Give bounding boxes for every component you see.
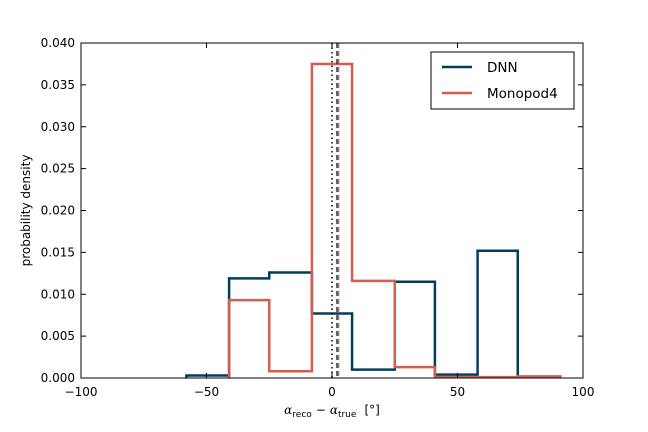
- x-tick-label: −100: [65, 385, 98, 399]
- y-axis-ticks: 0.000 0.005 0.010 0.015 0.020 0.025 0.030 0.035…: [41, 36, 583, 385]
- y-axis-label: probability density: [19, 155, 33, 267]
- y-tick-label: 0.020: [41, 204, 75, 218]
- x-tick-label: 0: [328, 385, 336, 399]
- y-tick-label: 0.015: [41, 245, 75, 259]
- legend-label-dnn: DNN: [487, 60, 518, 76]
- x-label-symbol-2: α: [330, 403, 338, 417]
- y-tick-label: 0.035: [41, 78, 75, 92]
- legend: DNN Monopod4: [430, 51, 575, 110]
- x-tick-label: 50: [450, 385, 465, 399]
- x-label-sub-true: true: [338, 410, 357, 420]
- y-tick-label: 0.005: [41, 329, 75, 343]
- x-tick-label: −50: [194, 385, 219, 399]
- y-tick-label: 0.040: [41, 36, 75, 50]
- y-tick-label: 0.025: [41, 162, 75, 176]
- y-tick-label: 0.010: [41, 287, 75, 301]
- x-axis-label: αreco − αtrue [°]: [284, 403, 380, 420]
- series-monopod4-histogram: [227, 62, 562, 379]
- y-tick-label: 0.030: [41, 120, 75, 134]
- legend-label-monopod4: Monopod4: [487, 86, 558, 102]
- y-tick-label: 0.000: [41, 371, 75, 385]
- plot-frame: [80, 42, 584, 379]
- x-label-symbol-1: α: [284, 403, 292, 417]
- legend-box: [430, 51, 575, 110]
- series-dnn-histogram: [185, 249, 519, 378]
- x-tick-label: 100: [572, 385, 595, 399]
- plot-content: [185, 43, 562, 379]
- x-axis-ticks: −100 −50 0 50 100: [65, 43, 595, 399]
- x-label-minus: −: [316, 403, 326, 417]
- x-label-sub-reco: reco: [292, 410, 312, 420]
- x-label-unit: [°]: [364, 403, 379, 417]
